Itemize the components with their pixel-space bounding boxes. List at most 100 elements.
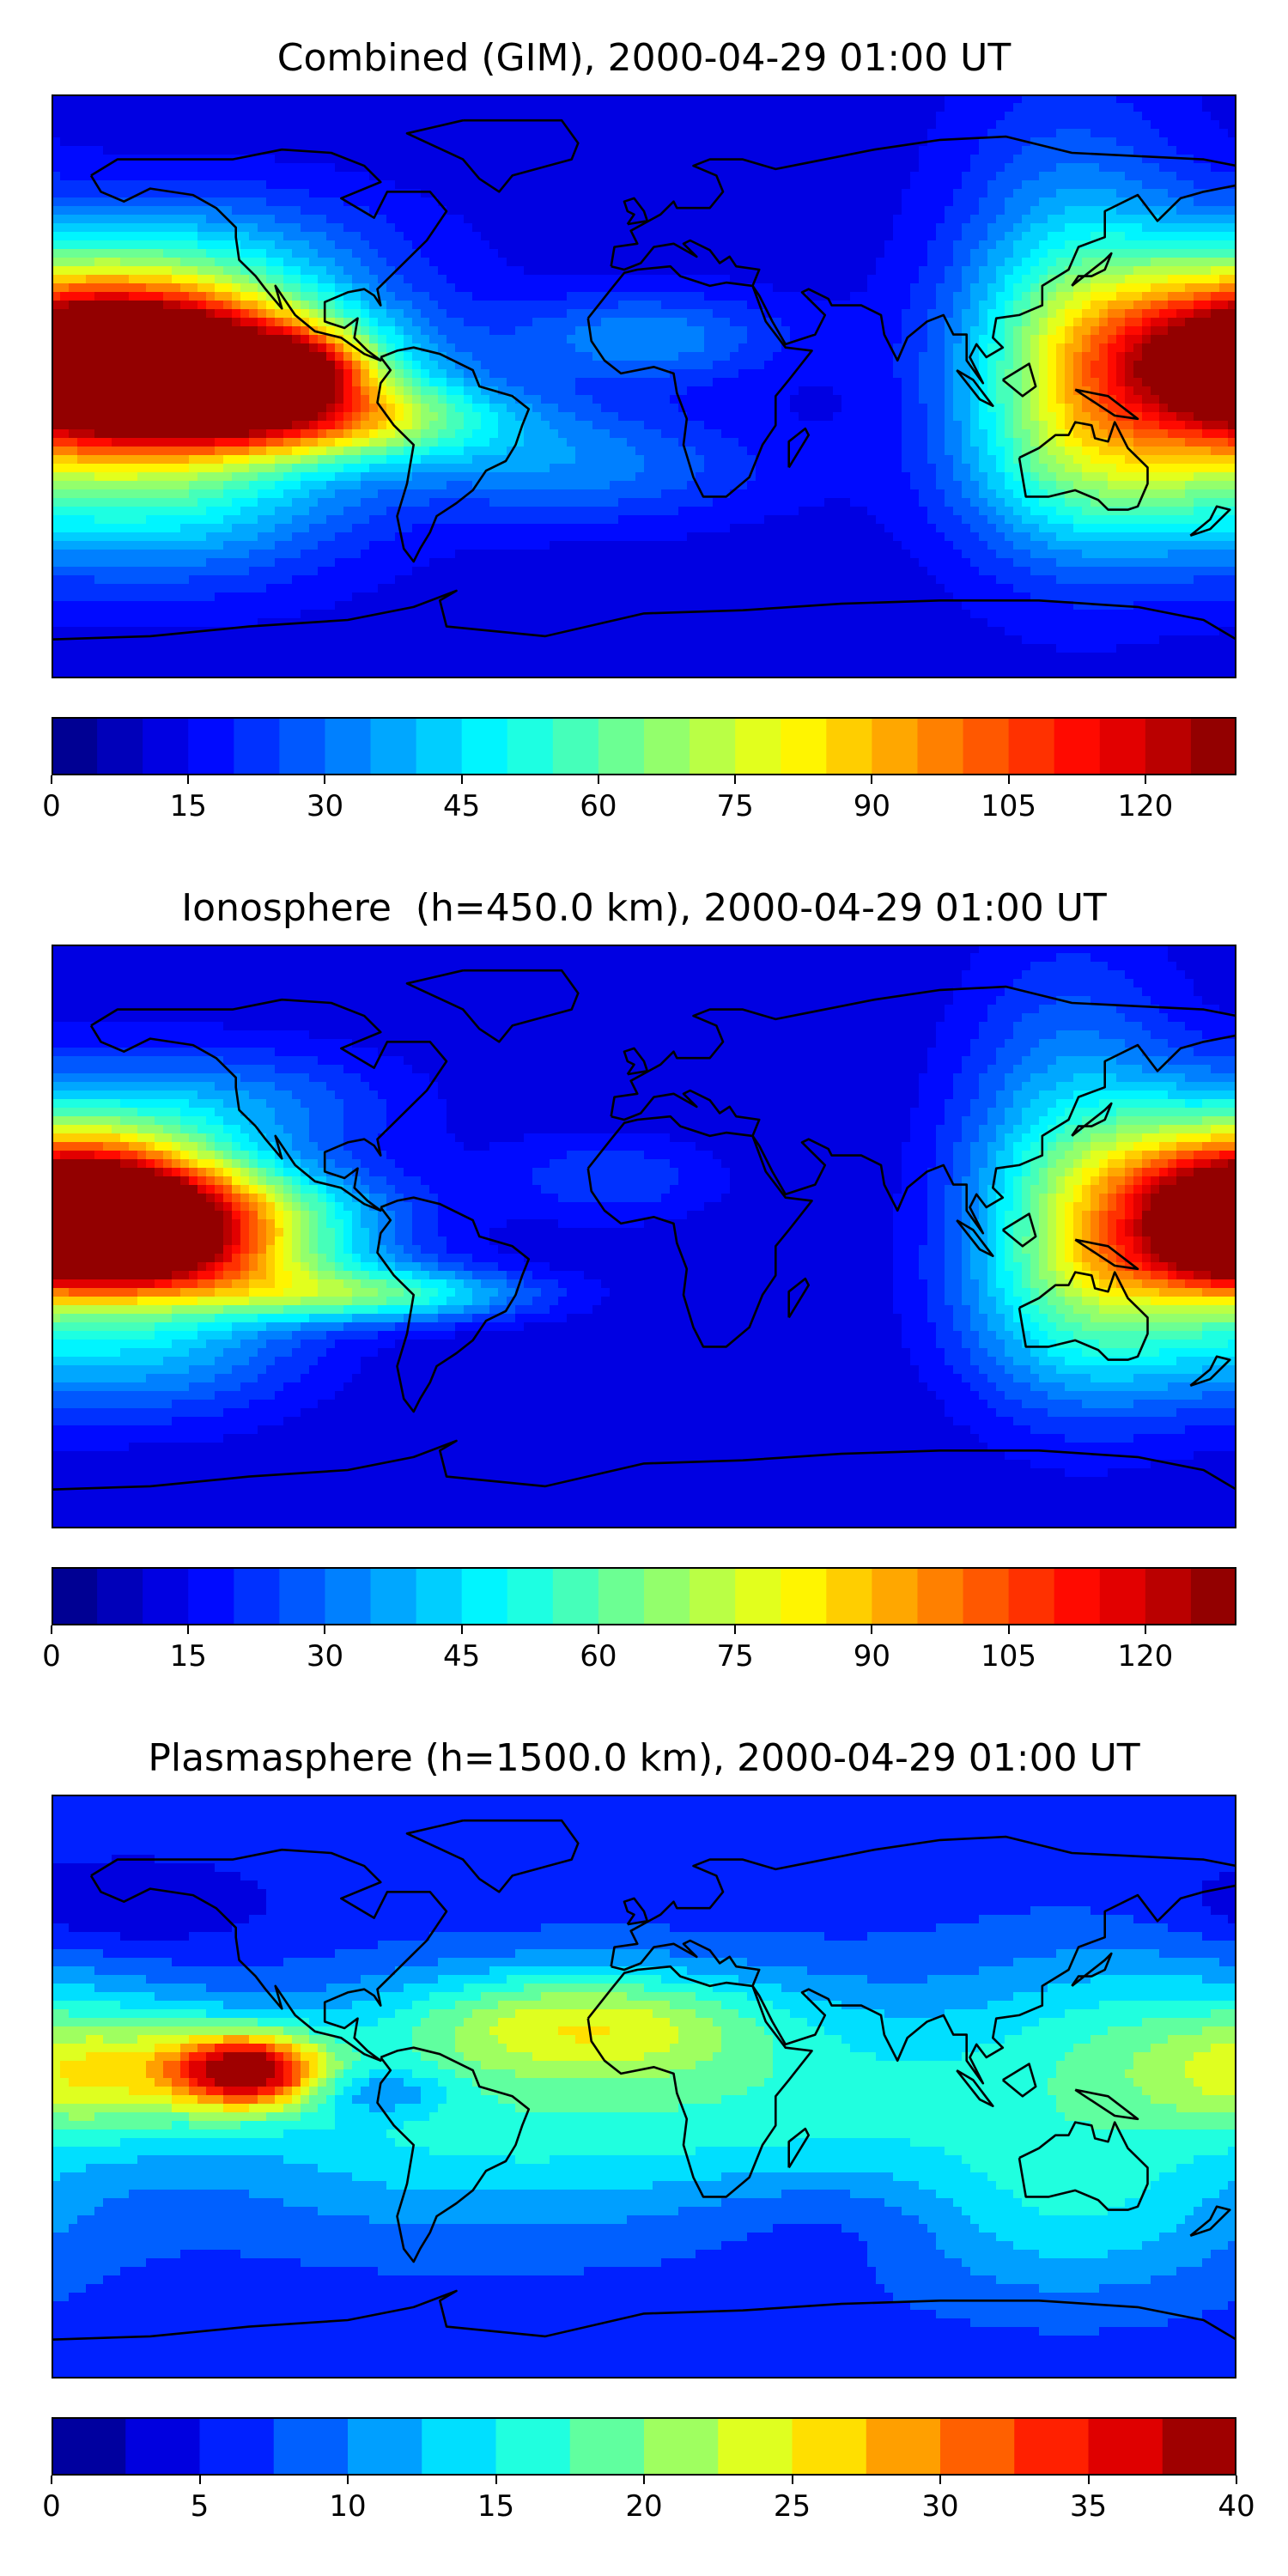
heatmap-cell: [738, 343, 748, 353]
heatmap-cell: [987, 94, 997, 104]
heatmap-cell: [1116, 112, 1126, 121]
heatmap-cell: [721, 361, 731, 370]
heatmap-cell: [507, 292, 516, 301]
heatmap-cell: [1099, 163, 1109, 173]
heatmap-cell: [1133, 386, 1143, 396]
heatmap-cell: [1116, 369, 1126, 379]
heatmap-cell: [627, 146, 636, 155]
heatmap-cell: [575, 266, 585, 276]
heatmap-cell: [910, 275, 920, 284]
heatmap-cell: [1176, 197, 1186, 207]
heatmap-cell: [618, 283, 628, 293]
heatmap-cell: [541, 395, 550, 404]
heatmap-cell: [369, 163, 379, 173]
heatmap-cell: [1116, 249, 1126, 258]
heatmap-cell: [833, 180, 842, 190]
heatmap-cell: [919, 301, 928, 310]
heatmap-cell: [489, 275, 499, 284]
heatmap-cell: [266, 146, 276, 155]
heatmap-cell: [1022, 292, 1031, 301]
heatmap-cell: [189, 378, 198, 387]
heatmap-cell: [850, 137, 860, 147]
heatmap-cell: [979, 137, 988, 147]
heatmap-cell: [1108, 112, 1117, 121]
heatmap-cell: [781, 197, 791, 207]
heatmap-cell: [1211, 197, 1220, 207]
heatmap-cell: [386, 266, 396, 276]
heatmap-cell: [1082, 326, 1091, 336]
heatmap-cell: [575, 318, 585, 327]
heatmap-cell: [721, 343, 731, 353]
heatmap-cell: [129, 112, 138, 121]
heatmap-cell: [1159, 197, 1169, 207]
heatmap-cell: [841, 163, 851, 173]
heatmap-cell: [1108, 326, 1117, 336]
heatmap-cell: [352, 378, 361, 387]
heatmap-cell: [1082, 361, 1091, 370]
heatmap-cell: [455, 361, 465, 370]
heatmap-cell: [833, 215, 842, 224]
heatmap-cell: [902, 120, 911, 130]
heatmap-cell: [1022, 335, 1031, 344]
heatmap-cell: [1022, 155, 1031, 164]
heatmap-cell: [1116, 326, 1126, 336]
heatmap-cell: [1048, 215, 1057, 224]
heatmap-cell: [584, 343, 593, 353]
heatmap-cell: [94, 292, 104, 301]
heatmap-cell: [1030, 283, 1040, 293]
heatmap-cell: [343, 172, 353, 181]
heatmap-cell: [438, 369, 447, 379]
heatmap-cell: [747, 266, 756, 276]
heatmap-cell: [1133, 197, 1143, 207]
heatmap-cell: [902, 309, 911, 319]
heatmap-cell: [945, 249, 954, 258]
heatmap-cell: [386, 318, 396, 327]
heatmap-cell: [816, 343, 825, 353]
heatmap-cell: [352, 352, 361, 361]
heatmap-cell: [567, 172, 576, 181]
heatmap-cell: [558, 197, 568, 207]
heatmap-cell: [94, 112, 104, 121]
heatmap-cell: [919, 232, 928, 241]
heatmap-cell: [884, 163, 894, 173]
heatmap-cell: [1048, 335, 1057, 344]
heatmap-cell: [730, 215, 739, 224]
heatmap-cell: [86, 301, 95, 310]
heatmap-cell: [103, 240, 112, 250]
heatmap-cell: [386, 215, 396, 224]
heatmap-cell: [1133, 129, 1143, 138]
heatmap-cell: [206, 137, 216, 147]
heatmap-cell: [713, 103, 722, 112]
heatmap-cell: [893, 146, 902, 155]
heatmap-cell: [876, 318, 885, 327]
heatmap-cell: [352, 112, 361, 121]
heatmap-cell: [696, 197, 705, 207]
heatmap-cell: [996, 94, 1005, 104]
heatmap-cell: [653, 103, 662, 112]
heatmap-cell: [1168, 275, 1177, 284]
heatmap-cell: [215, 197, 224, 207]
heatmap-cell: [215, 378, 224, 387]
heatmap-cell: [361, 309, 370, 319]
heatmap-cell: [584, 232, 593, 241]
heatmap-cell: [1219, 103, 1229, 112]
heatmap-cell: [1133, 189, 1143, 198]
heatmap-cell: [1022, 266, 1031, 276]
heatmap-cell: [996, 163, 1005, 173]
heatmap-cell: [1185, 258, 1194, 267]
heatmap-cell: [1194, 146, 1203, 155]
heatmap-cell: [206, 292, 216, 301]
heatmap-cell: [137, 275, 147, 284]
heatmap-cell: [970, 309, 980, 319]
heatmap-cell: [352, 94, 361, 104]
heatmap-cell: [352, 292, 361, 301]
heatmap-cell: [996, 292, 1005, 301]
heatmap-cell: [730, 103, 739, 112]
heatmap-cell: [215, 172, 224, 181]
heatmap-cell: [1082, 94, 1091, 104]
heatmap-cell: [1159, 318, 1169, 327]
heatmap-cell: [1013, 258, 1023, 267]
heatmap-cell: [1099, 361, 1109, 370]
heatmap-cell: [1133, 395, 1143, 404]
heatmap-cell: [970, 155, 980, 164]
